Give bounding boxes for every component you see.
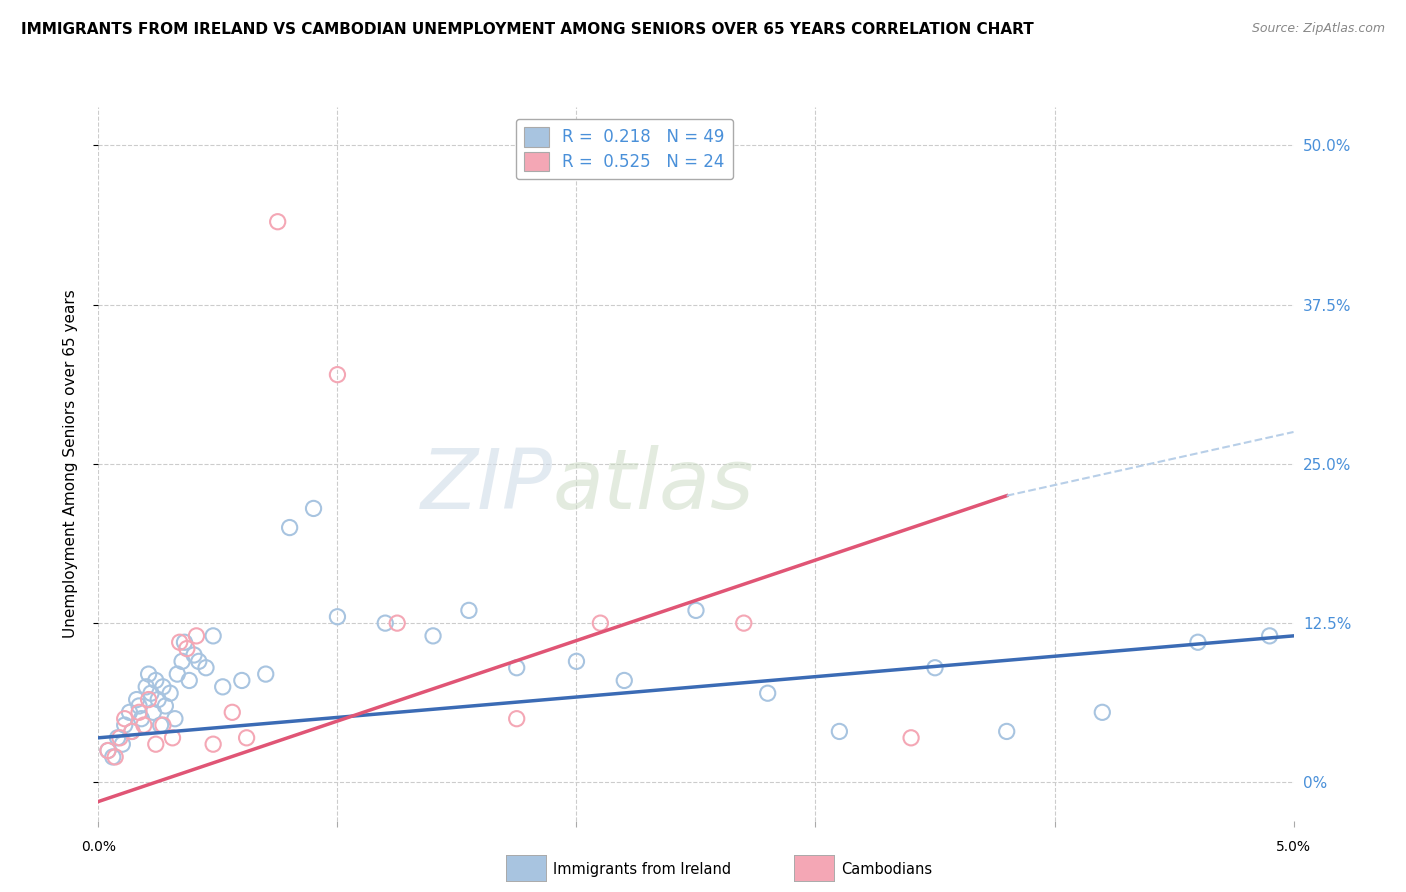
Point — [121, 724, 143, 739]
Point — [155, 698, 177, 713]
Point — [108, 731, 131, 745]
Text: Cambodians: Cambodians — [841, 863, 932, 877]
Point — [149, 718, 172, 732]
Point — [145, 673, 167, 688]
Text: atlas: atlas — [553, 445, 754, 525]
Point — [138, 667, 160, 681]
Point — [900, 731, 922, 745]
Point — [172, 654, 194, 668]
Point — [828, 724, 851, 739]
Point — [685, 603, 707, 617]
Point — [302, 501, 325, 516]
Text: Source: ZipAtlas.com: Source: ZipAtlas.com — [1251, 22, 1385, 36]
Text: ZIP: ZIP — [420, 445, 553, 525]
Point — [422, 629, 444, 643]
Point — [202, 629, 225, 643]
Point — [138, 692, 160, 706]
Point — [135, 680, 157, 694]
Point — [1187, 635, 1209, 649]
Point — [107, 731, 129, 745]
Point — [231, 673, 253, 688]
Point — [179, 673, 201, 688]
Point — [385, 616, 409, 631]
Text: 0.0%: 0.0% — [82, 839, 115, 854]
Point — [733, 616, 755, 631]
Point — [326, 368, 349, 382]
Point — [235, 731, 257, 745]
Point — [166, 667, 188, 681]
Point — [97, 743, 120, 757]
Point — [148, 692, 170, 706]
Point — [132, 718, 155, 732]
Point — [183, 648, 205, 662]
Point — [163, 712, 186, 726]
Point — [162, 731, 184, 745]
Point — [374, 616, 396, 631]
Point — [1091, 706, 1114, 720]
Point — [121, 724, 143, 739]
Point — [131, 712, 153, 726]
Point — [169, 635, 191, 649]
Point — [756, 686, 779, 700]
Point — [221, 706, 243, 720]
Point — [142, 706, 165, 720]
Point — [111, 737, 134, 751]
Point — [613, 673, 636, 688]
Point — [159, 686, 181, 700]
Point — [152, 680, 174, 694]
Point — [176, 641, 198, 656]
Point — [114, 718, 136, 732]
Legend: R =  0.218   N = 49, R =  0.525   N = 24: R = 0.218 N = 49, R = 0.525 N = 24 — [516, 119, 733, 179]
Point — [128, 706, 150, 720]
Text: IMMIGRANTS FROM IRELAND VS CAMBODIAN UNEMPLOYMENT AMONG SENIORS OVER 65 YEARS CO: IMMIGRANTS FROM IRELAND VS CAMBODIAN UNE… — [21, 22, 1033, 37]
Point — [458, 603, 481, 617]
Point — [326, 609, 349, 624]
Point — [1258, 629, 1281, 643]
Point — [211, 680, 233, 694]
Point — [125, 692, 148, 706]
Point — [186, 629, 208, 643]
Point — [995, 724, 1018, 739]
Point — [173, 635, 195, 649]
Point — [145, 737, 167, 751]
Point — [506, 661, 529, 675]
Point — [101, 750, 124, 764]
Point — [195, 661, 218, 675]
Point — [278, 520, 301, 534]
Text: Immigrants from Ireland: Immigrants from Ireland — [553, 863, 731, 877]
Point — [202, 737, 225, 751]
Point — [114, 712, 136, 726]
Point — [152, 718, 174, 732]
Text: 5.0%: 5.0% — [1277, 839, 1310, 854]
Y-axis label: Unemployment Among Seniors over 65 years: Unemployment Among Seniors over 65 years — [63, 290, 77, 638]
Point — [924, 661, 946, 675]
Point — [104, 750, 127, 764]
Point — [254, 667, 277, 681]
Point — [139, 686, 162, 700]
Point — [118, 706, 141, 720]
Point — [97, 743, 120, 757]
Point — [506, 712, 529, 726]
Point — [565, 654, 588, 668]
Point — [267, 215, 290, 229]
Point — [589, 616, 612, 631]
Point — [128, 698, 150, 713]
Point — [187, 654, 209, 668]
